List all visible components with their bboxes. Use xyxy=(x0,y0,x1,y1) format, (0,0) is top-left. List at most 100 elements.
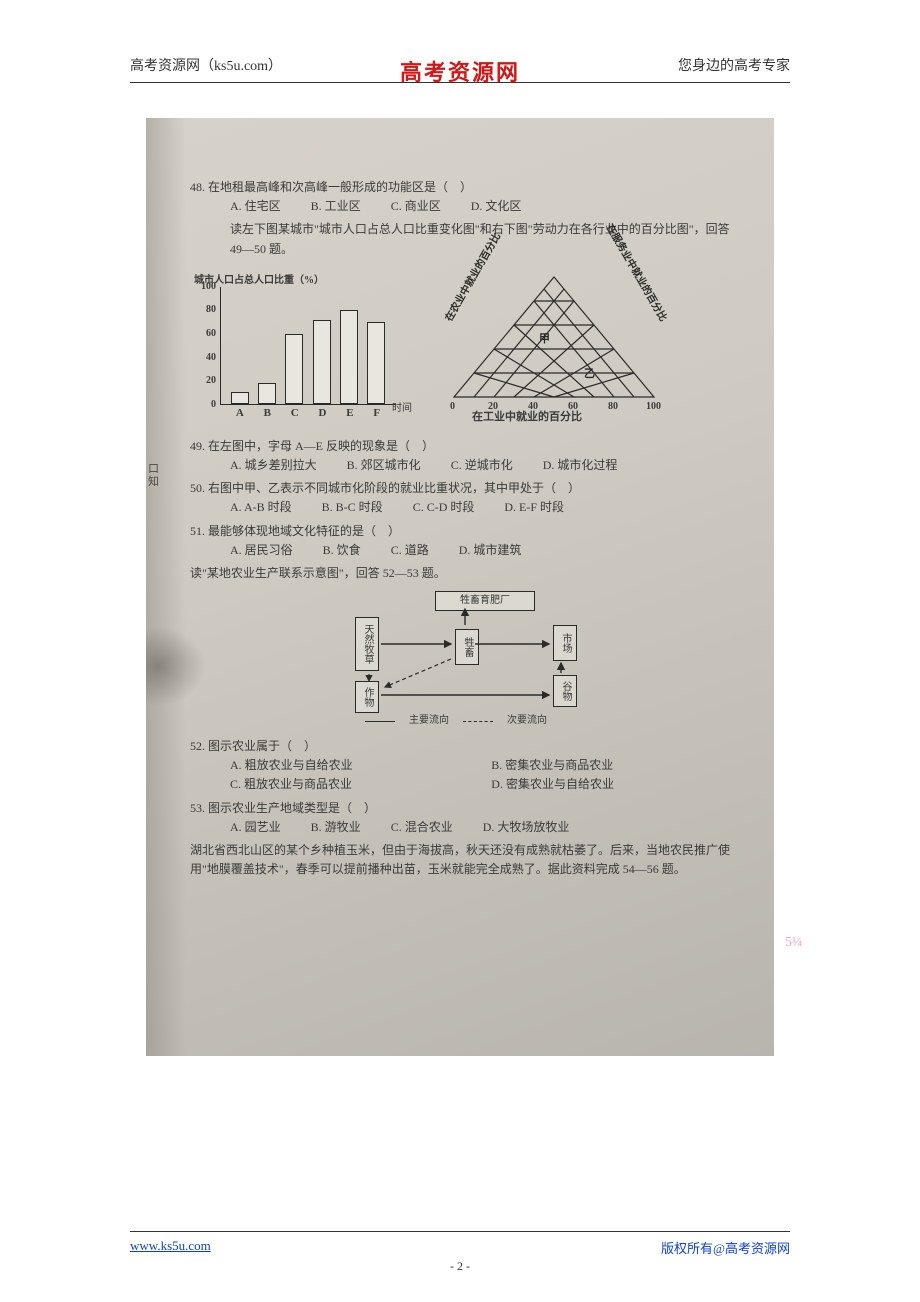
footer-link[interactable]: www.ks5u.com xyxy=(130,1238,211,1257)
flow-arrows xyxy=(325,589,605,729)
q49-opt-c: C. 逆城市化 xyxy=(451,456,513,475)
ytick: 100 xyxy=(201,279,216,295)
bar xyxy=(313,320,331,404)
q52-opt-c: C. 粗放农业与商品农业 xyxy=(230,775,461,794)
q49-options: A. 城乡差别拉大 B. 郊区城市化 C. 逆城市化 D. 城市化过程 xyxy=(230,456,744,475)
scanned-page-photo: 口 知 48. 在地租最高峰和次高峰一般形成的功能区是（ ） A. 住宅区 B.… xyxy=(146,118,774,1056)
ytick: 0 xyxy=(211,397,216,413)
question-50: 50. 右图中甲、乙表示不同城市化阶段的就业比重状况，其中甲处于（ ） A. A… xyxy=(186,479,744,517)
page-number: - 2 - xyxy=(450,1259,470,1274)
flow-legend: 主要流向 次要流向 xyxy=(365,713,547,729)
point-yi: 乙 xyxy=(584,367,595,380)
q53-opt-b: B. 游牧业 xyxy=(311,818,361,837)
q52-options: A. 粗放农业与自给农业 B. 密集农业与商品农业 C. 粗放农业与商品农业 D… xyxy=(230,756,744,794)
bar-chart-yticks: 100 80 60 40 20 0 xyxy=(194,287,218,405)
q52-stem: 52. 图示农业属于（ ） xyxy=(190,737,744,756)
tri-btick: 40 xyxy=(528,399,538,415)
page-footer: www.ks5u.com 版权所有@高考资源网 xyxy=(130,1238,790,1257)
header-left: 高考资源网（ks5u.com） xyxy=(130,55,282,75)
q53-opt-a: A. 园艺业 xyxy=(230,818,281,837)
q52-opt-a: A. 粗放农业与自给农业 xyxy=(230,756,461,775)
margin-note-line: 口 xyxy=(148,463,159,476)
q53-stem: 53. 图示农业生产地域类型是（ ） xyxy=(190,799,744,818)
intro-54-56: 湖北省西北山区的某个乡种植玉米，但由于海拔高，秋天还没有成熟就枯萎了。后来，当地… xyxy=(190,841,744,879)
q49-opt-d: D. 城市化过程 xyxy=(543,456,618,475)
q50-options: A. A-B 时段 B. B-C 时段 C. C-D 时段 D. E-F 时段 xyxy=(230,498,744,517)
ytick: 40 xyxy=(206,350,216,366)
margin-note-line: 知 xyxy=(148,476,159,489)
q49-opt-b: B. 郊区城市化 xyxy=(347,456,421,475)
q52-opt-d: D. 密集农业与自给农业 xyxy=(491,775,722,794)
q51-stem: 51. 最能够体现地域文化特征的是（ ） xyxy=(190,522,744,541)
bar xyxy=(340,310,358,404)
bar-xlabel: E xyxy=(346,405,353,423)
bar xyxy=(258,383,276,404)
tri-btick: 0 xyxy=(450,399,455,415)
legend-main-label: 主要流向 xyxy=(409,713,449,729)
q53-options: A. 园艺业 B. 游牧业 C. 混合农业 D. 大牧场放牧业 xyxy=(230,818,744,837)
footer-copyright: 版权所有@高考资源网 xyxy=(661,1238,790,1257)
q48-opt-a: A. 住宅区 xyxy=(230,197,281,216)
question-49: 49. 在左图中，字母 A—E 反映的现象是（ ） A. 城乡差别拉大 B. 郊… xyxy=(186,437,744,475)
header-right: 您身边的高考专家 xyxy=(678,55,790,75)
point-jia: 甲 xyxy=(539,332,550,345)
q51-opt-c: C. 道路 xyxy=(391,541,429,560)
legend-sub-label: 次要流向 xyxy=(507,713,547,729)
bar-xlabel: B xyxy=(264,405,271,423)
ytick: 20 xyxy=(206,373,216,389)
margin-note: 口 知 xyxy=(148,463,159,489)
bar xyxy=(285,334,303,404)
q50-opt-c: C. C-D 时段 xyxy=(413,498,475,517)
legend-solid-icon xyxy=(365,721,395,722)
flow-diagram: 牲畜育肥厂 天然牧草 牲畜 市场 作物 谷物 xyxy=(325,589,605,729)
bar-xlabel: F xyxy=(373,405,380,423)
exam-content: 48. 在地租最高峰和次高峰一般形成的功能区是（ ） A. 住宅区 B. 工业区… xyxy=(186,178,744,883)
ternary-chart: 甲 乙 在农业中就业的百分比 在服务业中就业的百分比 在工业中就业的百分比 0 … xyxy=(424,267,684,427)
ytick: 60 xyxy=(206,326,216,342)
q49-opt-a: A. 城乡差别拉大 xyxy=(230,456,317,475)
q52-opt-b: B. 密集农业与商品农业 xyxy=(491,756,722,775)
ytick: 80 xyxy=(206,302,216,318)
intro-52-53: 读"某地农业生产联系示意图"，回答 52—53 题。 xyxy=(190,564,744,583)
bar-chart: 城市人口占总人口比重（%） 100 80 60 40 20 0 ABCDEF 时… xyxy=(186,277,406,427)
header-rule xyxy=(130,82,790,83)
bar-chart-xcaption: 时间 xyxy=(392,401,412,417)
footer-rule xyxy=(130,1231,790,1232)
tri-btick: 20 xyxy=(488,399,498,415)
q51-opt-a: A. 居民习俗 xyxy=(230,541,293,560)
figure-row: 城市人口占总人口比重（%） 100 80 60 40 20 0 ABCDEF 时… xyxy=(186,267,744,427)
question-51: 51. 最能够体现地域文化特征的是（ ） A. 居民习俗 B. 饮食 C. 道路… xyxy=(186,522,744,560)
q53-opt-c: C. 混合农业 xyxy=(391,818,453,837)
q50-stem: 50. 右图中甲、乙表示不同城市化阶段的就业比重状况，其中甲处于（ ） xyxy=(190,479,744,498)
q49-stem: 49. 在左图中，字母 A—E 反映的现象是（ ） xyxy=(190,437,744,456)
q50-opt-a: A. A-B 时段 xyxy=(230,498,292,517)
tri-btick: 60 xyxy=(568,399,578,415)
bar-xlabel: D xyxy=(318,405,326,423)
q48-options: A. 住宅区 B. 工业区 C. 商业区 D. 文化区 xyxy=(230,197,744,216)
question-52: 52. 图示农业属于（ ） A. 粗放农业与自给农业 B. 密集农业与商品农业 … xyxy=(186,737,744,795)
page-header: 高考资源网（ks5u.com） 高考资源网 您身边的高考专家 xyxy=(130,55,790,75)
tri-btick: 80 xyxy=(608,399,618,415)
q50-opt-d: D. E-F 时段 xyxy=(504,498,564,517)
bar xyxy=(367,322,385,404)
bar xyxy=(231,392,249,404)
q51-opt-d: D. 城市建筑 xyxy=(459,541,522,560)
legend-dash-icon xyxy=(463,721,493,722)
bar-xlabel: C xyxy=(291,405,299,423)
q48-opt-c: C. 商业区 xyxy=(391,197,441,216)
question-48: 48. 在地租最高峰和次高峰一般形成的功能区是（ ） A. 住宅区 B. 工业区… xyxy=(186,178,744,216)
q48-opt-d: D. 文化区 xyxy=(471,197,522,216)
q51-options: A. 居民习俗 B. 饮食 C. 道路 D. 城市建筑 xyxy=(230,541,744,560)
question-53: 53. 图示农业生产地域类型是（ ） A. 园艺业 B. 游牧业 C. 混合农业… xyxy=(186,799,744,837)
q50-opt-b: B. B-C 时段 xyxy=(322,498,383,517)
q53-opt-d: D. 大牧场放牧业 xyxy=(483,818,570,837)
bar-chart-xlabels: A B C D E F xyxy=(226,405,390,423)
right-margin-annotation: 5¼ xyxy=(785,935,803,951)
q51-opt-b: B. 饮食 xyxy=(323,541,361,560)
q48-stem: 48. 在地租最高峰和次高峰一般形成的功能区是（ ） xyxy=(190,178,744,197)
q48-opt-b: B. 工业区 xyxy=(311,197,361,216)
bar-chart-bars xyxy=(226,287,390,404)
tri-btick: 100 xyxy=(646,399,661,415)
bar-chart-y-axis xyxy=(220,287,221,405)
bar-xlabel: A xyxy=(236,405,244,423)
